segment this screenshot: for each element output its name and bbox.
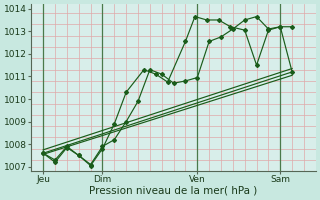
X-axis label: Pression niveau de la mer( hPa ): Pression niveau de la mer( hPa )	[90, 186, 258, 196]
